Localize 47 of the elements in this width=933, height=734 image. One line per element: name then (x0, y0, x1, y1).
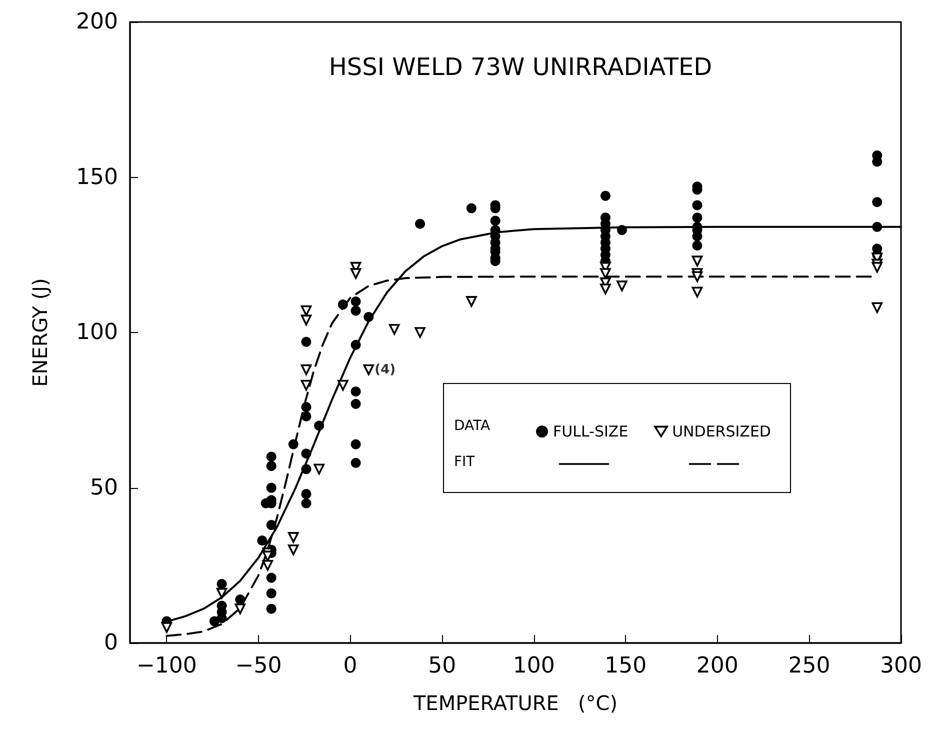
point (600, 268, 611, 279)
point (466, 296, 477, 307)
x-tick-label: 0 (343, 654, 358, 678)
point (234, 603, 246, 614)
legend-label: UNDERSIZED (672, 422, 771, 440)
point (161, 622, 172, 633)
y-tick-label: 50 (90, 475, 118, 500)
point (300, 305, 312, 316)
point (692, 286, 703, 298)
point (872, 262, 883, 273)
point (363, 364, 374, 376)
x-tick-label: −50 (235, 654, 282, 678)
point (288, 532, 299, 543)
x-tick-label: −100 (136, 654, 197, 678)
point (616, 280, 628, 292)
point (872, 302, 883, 314)
point (262, 560, 274, 571)
point (338, 380, 348, 391)
point (300, 314, 312, 326)
point (216, 588, 228, 599)
point (288, 544, 299, 556)
x-tick-label: 200 (696, 654, 738, 678)
point (600, 284, 611, 294)
y-tick-label: 200 (76, 10, 118, 34)
legend-label: FULL-SIZE (553, 422, 628, 440)
y-axis-title: ENERGY (J) (28, 278, 52, 387)
x-tick-label: 300 (880, 654, 922, 678)
y-tick-label: 100 (76, 320, 118, 345)
point (314, 464, 324, 475)
point (300, 364, 312, 376)
x-tick-label: 50 (428, 654, 456, 678)
annotation: FIT (454, 454, 475, 470)
y-tick-label: 150 (76, 164, 118, 190)
point (388, 324, 400, 335)
point (414, 327, 426, 338)
point (692, 271, 703, 282)
text: HSSI WELD 73W UNIRRADIATED (328, 53, 712, 81)
point (300, 380, 312, 391)
x-tick-label: 250 (788, 654, 830, 678)
point (692, 256, 703, 266)
annotation: (4) (374, 362, 396, 378)
x-tick-label: 100 (512, 654, 555, 678)
point (350, 268, 362, 279)
y-tick-label: 0 (104, 630, 118, 656)
annotation: DATA (454, 418, 490, 434)
x-axis-title: TEMPERATURE (°C) (412, 691, 618, 715)
x-tick-label: 150 (604, 654, 647, 678)
